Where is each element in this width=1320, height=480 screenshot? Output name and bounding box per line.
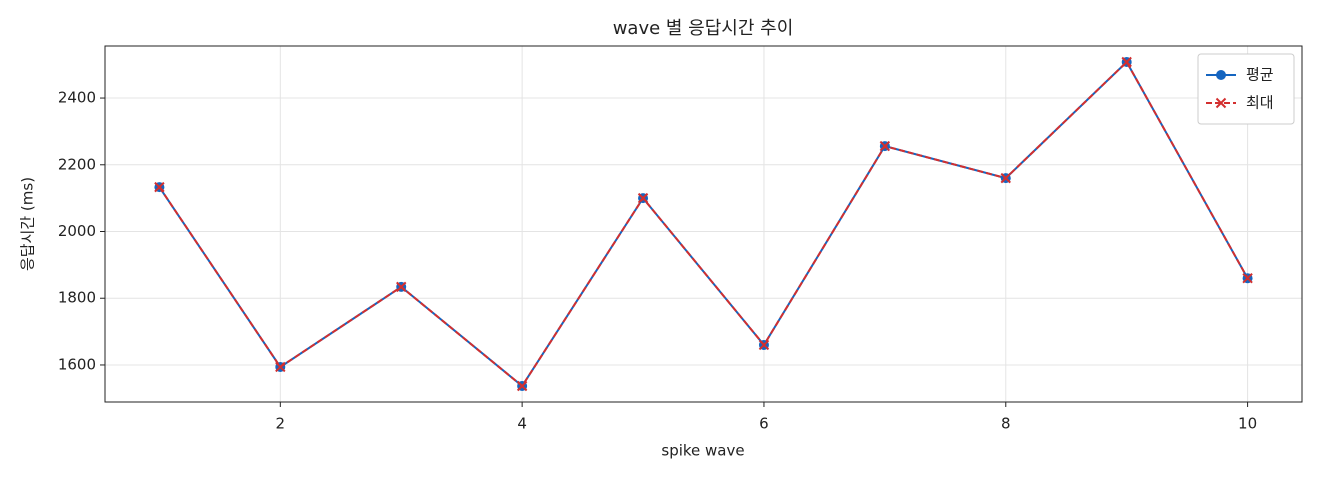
point — [516, 380, 528, 392]
point — [1000, 172, 1011, 184]
series-line — [158, 60, 1249, 388]
legend-marker — [1215, 97, 1227, 109]
x-tick-label: 4 — [517, 415, 527, 433]
point — [1121, 56, 1132, 68]
y-tick-label: 2000 — [58, 222, 96, 240]
series-line — [158, 60, 1249, 388]
point — [637, 192, 649, 204]
x-axis-label: spike wave — [661, 442, 744, 460]
x-tick-label: 10 — [1238, 415, 1257, 433]
point — [758, 339, 770, 351]
x-tick-label: 2 — [276, 415, 286, 433]
point — [396, 281, 407, 293]
x-tick-label: 8 — [1001, 415, 1011, 433]
y-tick-label: 1600 — [58, 355, 96, 373]
point — [1242, 273, 1253, 284]
point — [154, 181, 165, 193]
legend-box — [1197, 53, 1295, 125]
legend-marker — [1216, 70, 1226, 80]
legend-label: 최대 — [1246, 94, 1274, 112]
y-tick-label: 2400 — [58, 89, 96, 107]
y-tick-label: 2200 — [58, 155, 96, 173]
y-axis-label: 응답시간 (ms) — [19, 177, 37, 271]
plot-frame — [104, 45, 1303, 403]
chart-title: wave 별 응답시간 추이 — [613, 18, 794, 39]
y-tick-label: 1800 — [58, 289, 96, 307]
legend-label: 평균 — [1246, 66, 1274, 84]
point — [275, 361, 286, 373]
x-tick-label: 6 — [759, 415, 769, 433]
point — [879, 140, 891, 152]
